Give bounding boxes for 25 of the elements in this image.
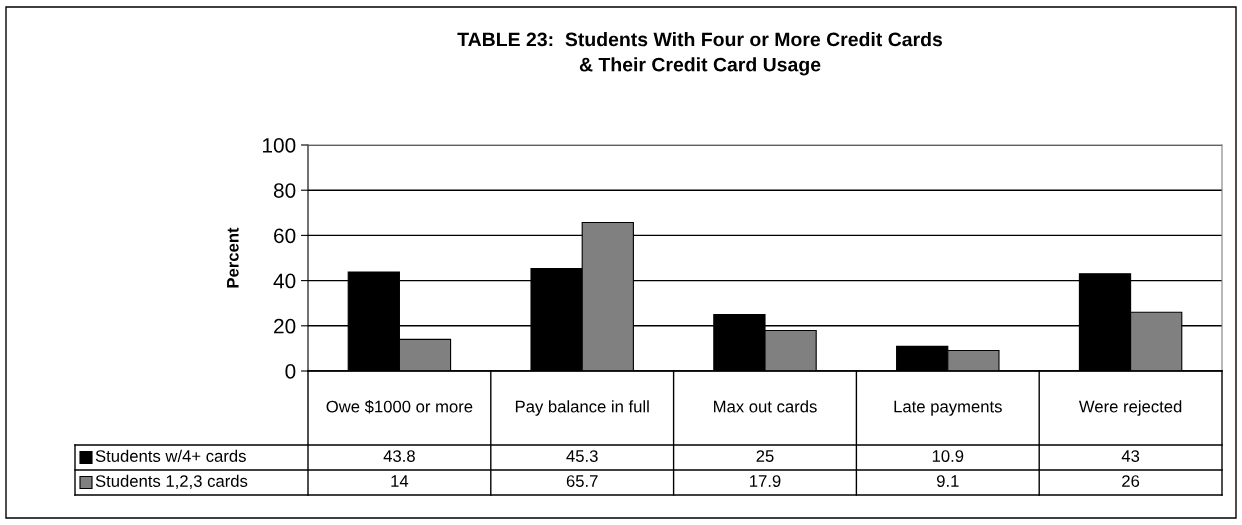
data-label: 43.8 xyxy=(383,450,415,462)
y-tick-label: 40 xyxy=(273,273,296,289)
data-label: 43 xyxy=(1121,450,1140,462)
y-tick-label: 100 xyxy=(263,138,296,153)
x-tick-label: Max out cards xyxy=(714,400,817,413)
x-tick-label: Were rejected xyxy=(1078,400,1182,416)
x-tick-label: Late payments xyxy=(894,400,1002,416)
data-label: 17.9 xyxy=(750,475,781,487)
data-label: 14 xyxy=(391,475,409,487)
y-tick-label: 60 xyxy=(274,228,296,244)
y-axis-title: Percent xyxy=(227,227,239,288)
data-label: 26 xyxy=(1122,475,1140,487)
x-tick-label: Pay balance in full xyxy=(515,400,649,416)
legend-label: Students 1,2,3 cards xyxy=(95,474,248,489)
data-label: 65.7 xyxy=(566,475,598,487)
chart-title: TABLE 23: Students With Four or More Credit Cards & Their Credit Card Usage xyxy=(457,32,943,76)
data-label: 45.3 xyxy=(566,450,598,462)
legend-label: Students w/4+ cards xyxy=(95,449,246,462)
data-label: 9.1 xyxy=(937,475,959,487)
y-tick-label: 20 xyxy=(274,318,296,334)
y-tick-label: 80 xyxy=(273,183,296,198)
x-tick-label: Owe $1000 or more xyxy=(326,399,473,414)
data-label: 25 xyxy=(756,450,774,462)
data-label: 10.9 xyxy=(932,450,964,462)
y-tick-label: 0 xyxy=(285,364,296,379)
